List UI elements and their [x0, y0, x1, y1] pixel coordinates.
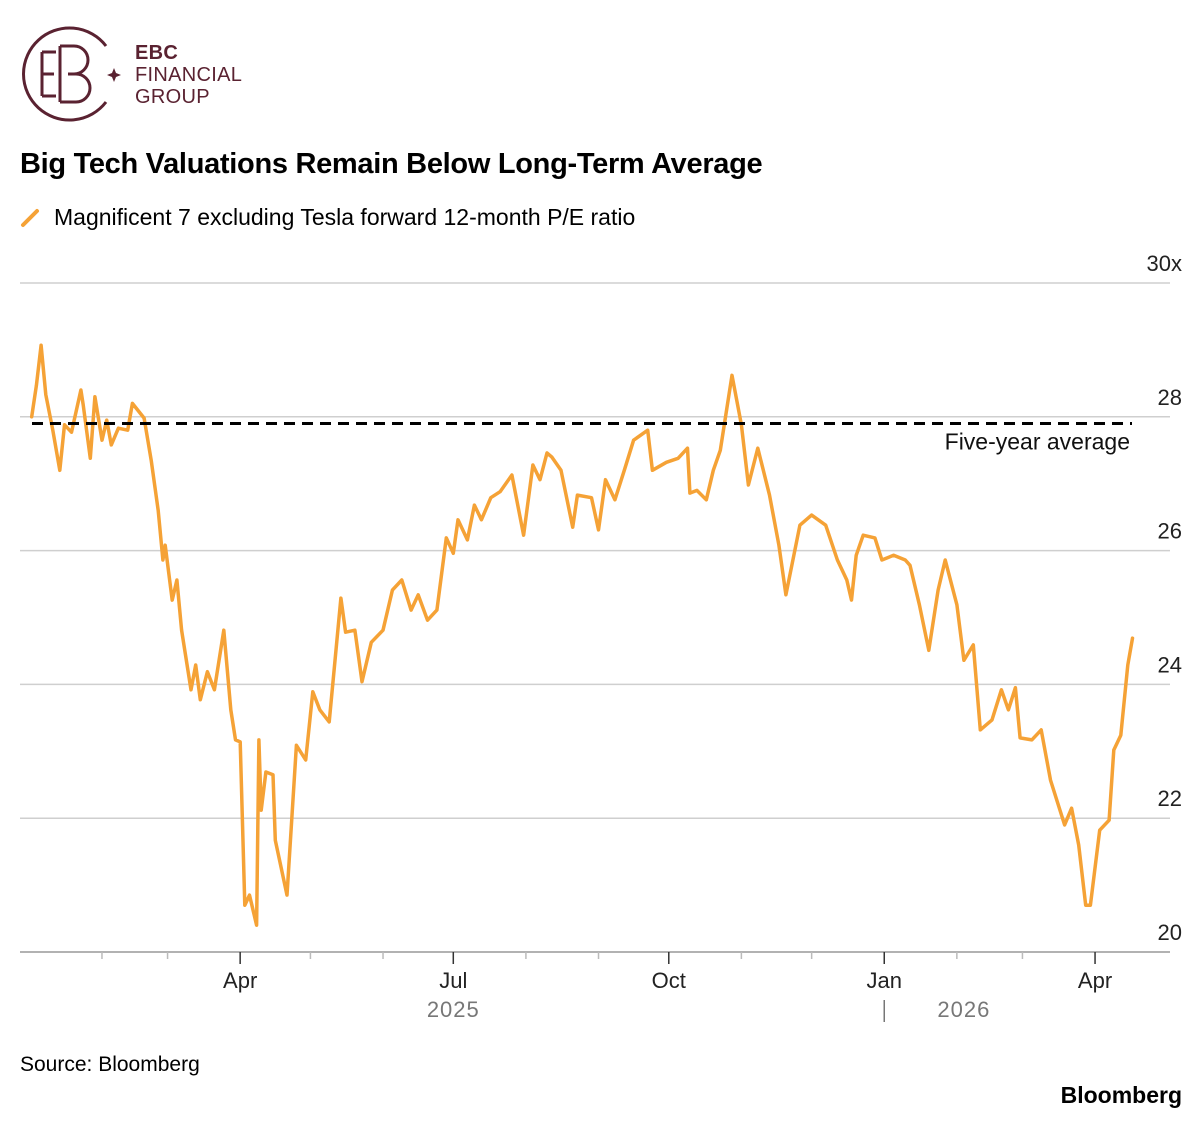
y-tick-label: 20 [1158, 920, 1182, 945]
source-note: Source: Bloomberg [20, 1053, 200, 1076]
reference-line-label: Five-year average [945, 428, 1130, 454]
series-line-pe-ratio [29, 343, 1135, 927]
x-tick-label: Jan [867, 968, 902, 993]
y-tick-label: 22 [1158, 786, 1182, 811]
year-label: 2026 [937, 997, 990, 1022]
y-tick-label: 26 [1158, 519, 1182, 544]
legend: Magnificent 7 excluding Tesla forward 12… [20, 204, 635, 231]
y-tick-label: 28 [1158, 385, 1182, 410]
x-tick-label: Jul [439, 968, 467, 993]
y-tick-label: 30x [1147, 251, 1182, 276]
x-tick-label: Apr [223, 968, 257, 993]
logo-text: EBC FINANCIAL GROUP [135, 42, 243, 108]
ebc-logo [22, 26, 121, 122]
x-tick-label: Apr [1078, 968, 1112, 993]
legend-swatch-icon [21, 208, 39, 227]
legend-label: Magnificent 7 excluding Tesla forward 12… [54, 204, 636, 230]
chart-title: Big Tech Valuations Remain Below Long-Te… [20, 148, 763, 180]
y-tick-label: 24 [1158, 652, 1182, 677]
bloomberg-brand: Bloomberg [1060, 1082, 1182, 1108]
year-label: 2025 [427, 997, 480, 1022]
x-tick-label: Oct [652, 968, 686, 993]
